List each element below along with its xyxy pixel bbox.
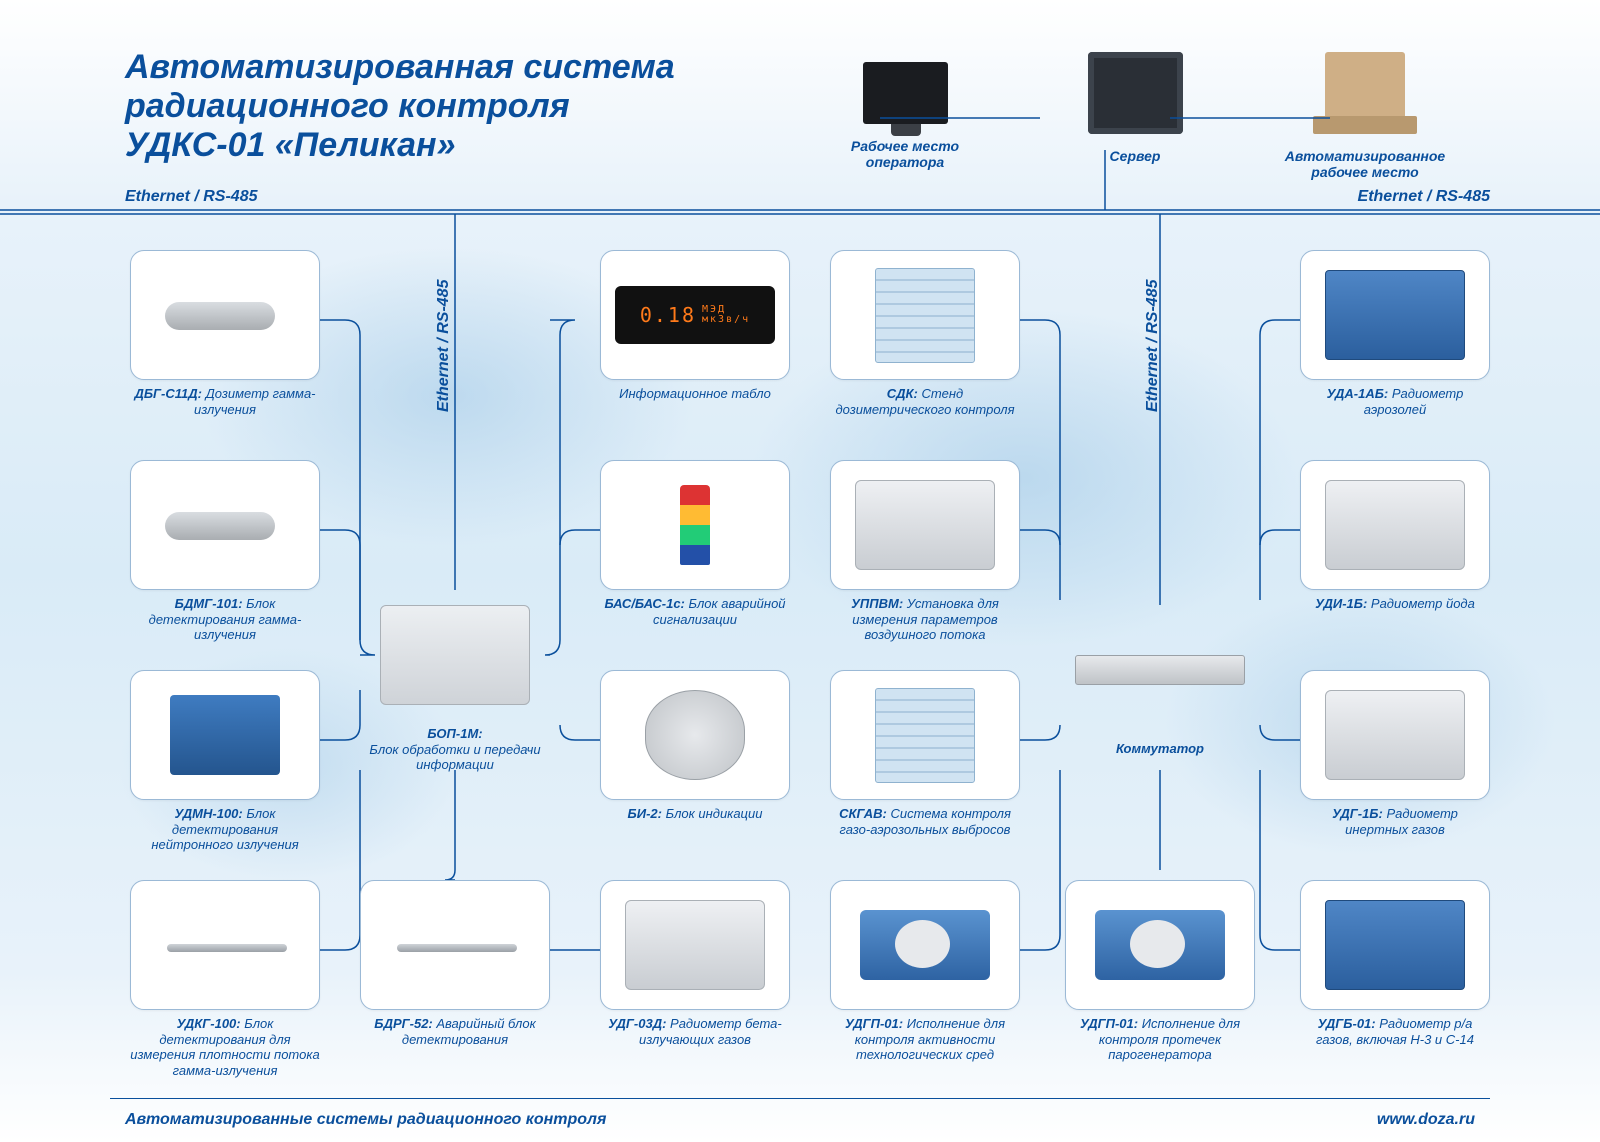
hub-bop-code: БОП-1М: bbox=[427, 726, 482, 741]
top-node-workstation: Рабочее местооператора bbox=[820, 52, 990, 170]
node-label: СКГАВ: Система контроля газо-аэрозольных… bbox=[830, 806, 1020, 837]
node-label: УДМН-100: Блок детектирования нейтронног… bbox=[130, 806, 320, 853]
top-node-server: Сервер bbox=[1050, 52, 1220, 164]
node-label: УППВМ: Установка для измерения параметро… bbox=[830, 596, 1020, 643]
title-line-3: УДКС-01 «Пеликан» bbox=[125, 126, 675, 165]
node-card bbox=[1065, 880, 1255, 1010]
bus-label-left: Ethernet / RS-485 bbox=[125, 188, 257, 206]
node-card bbox=[830, 880, 1020, 1010]
node-label: БДРГ-52: Аварийный блок детектирования bbox=[360, 1016, 550, 1047]
node-card bbox=[1300, 670, 1490, 800]
node-udgb: УДГБ-01: Радиометр р/а газов, включая H-… bbox=[1300, 880, 1490, 1047]
node-label: УДГП-01: Исполнение для контроля протече… bbox=[1065, 1016, 1255, 1063]
title-line-2: радиационного контроля bbox=[125, 87, 675, 126]
node-udgp2: УДГП-01: Исполнение для контроля протече… bbox=[1065, 880, 1255, 1063]
node-label: УДГ-03Д: Радиометр бета-излучающих газов bbox=[600, 1016, 790, 1047]
node-udkg: УДКГ-100: Блок детектирования для измере… bbox=[130, 880, 320, 1078]
node-label: УДГБ-01: Радиометр р/а газов, включая H-… bbox=[1300, 1016, 1490, 1047]
node-sdk: СДК: Стенд дозиметрического контроля bbox=[830, 250, 1020, 417]
node-bdmg: БДМГ-101: Блок детектирования гамма-излу… bbox=[130, 460, 320, 643]
bus-label-vswitch: Ethernet / RS-485 bbox=[1144, 280, 1162, 412]
node-card bbox=[360, 880, 550, 1010]
node-card bbox=[830, 670, 1020, 800]
page-title: Автоматизированная система радиационного… bbox=[125, 48, 675, 165]
node-label: УДКГ-100: Блок детектирования для измере… bbox=[130, 1016, 320, 1078]
hub-bop-desc: Блок обработки и передачи информации bbox=[369, 742, 540, 773]
node-label: ДБГ-С11Д: Дозиметр гамма-излучения bbox=[130, 386, 320, 417]
node-bi2: БИ-2: Блок индикации bbox=[600, 670, 790, 822]
node-label: Информационное табло bbox=[600, 386, 790, 402]
node-label: УДГ-1Б: Радиометр инертных газов bbox=[1300, 806, 1490, 837]
node-label: БДМГ-101: Блок детектирования гамма-излу… bbox=[130, 596, 320, 643]
node-card bbox=[130, 460, 320, 590]
node-label: УДИ-1Б: Радиометр йода bbox=[1300, 596, 1490, 612]
node-label: УДА-1АБ: Радиометр аэрозолей bbox=[1300, 386, 1490, 417]
node-uda: УДА-1АБ: Радиометр аэрозолей bbox=[1300, 250, 1490, 417]
bus-label-vbop: Ethernet / RS-485 bbox=[435, 280, 453, 412]
node-udg03: УДГ-03Д: Радиометр бета-излучающих газов bbox=[600, 880, 790, 1047]
node-card bbox=[600, 880, 790, 1010]
node-label: БАС/БАС-1с: Блок аварийной сигнализации bbox=[600, 596, 790, 627]
node-card bbox=[600, 460, 790, 590]
node-label: СДК: Стенд дозиметрического контроля bbox=[830, 386, 1020, 417]
footer-left: Автоматизированные системы радиационного… bbox=[125, 1111, 606, 1129]
node-udmn: УДМН-100: Блок детектирования нейтронног… bbox=[130, 670, 320, 853]
hub-bop: БОП-1М: Блок обработки и передачи информ… bbox=[360, 590, 550, 773]
footer: Автоматизированные системы радиационного… bbox=[0, 1098, 1600, 1142]
hub-switch-desc: Коммутатор bbox=[1116, 741, 1204, 756]
node-card bbox=[130, 670, 320, 800]
node-card bbox=[1300, 250, 1490, 380]
node-card bbox=[1300, 460, 1490, 590]
node-label: БИ-2: Блок индикации bbox=[600, 806, 790, 822]
node-bdrg: БДРГ-52: Аварийный блок детектирования bbox=[360, 880, 550, 1047]
node-bas: БАС/БАС-1с: Блок аварийной сигнализации bbox=[600, 460, 790, 627]
hub-switch: Коммутатор bbox=[1065, 605, 1255, 757]
node-card bbox=[130, 250, 320, 380]
node-tabl: 0.18МЭДмкЗв/ч Информационное табло bbox=[600, 250, 790, 402]
node-uppvm: УППВМ: Установка для измерения параметро… bbox=[830, 460, 1020, 643]
node-udi: УДИ-1Б: Радиометр йода bbox=[1300, 460, 1490, 612]
node-dbg: ДБГ-С11Д: Дозиметр гамма-излучения bbox=[130, 250, 320, 417]
node-card bbox=[830, 250, 1020, 380]
node-card bbox=[600, 670, 790, 800]
node-card bbox=[130, 880, 320, 1010]
node-card bbox=[1300, 880, 1490, 1010]
node-udg1b: УДГ-1Б: Радиометр инертных газов bbox=[1300, 670, 1490, 837]
bus-label-right: Ethernet / RS-485 bbox=[1358, 188, 1490, 206]
top-node-awp: Автоматизированноерабочее место bbox=[1280, 52, 1450, 180]
node-card: 0.18МЭДмкЗв/ч bbox=[600, 250, 790, 380]
title-line-1: Автоматизированная система bbox=[125, 48, 675, 87]
node-card bbox=[830, 460, 1020, 590]
footer-right: www.doza.ru bbox=[1377, 1111, 1475, 1129]
node-skgav: СКГАВ: Система контроля газо-аэрозольных… bbox=[830, 670, 1020, 837]
node-label: УДГП-01: Исполнение для контроля активно… bbox=[830, 1016, 1020, 1063]
node-udgp1: УДГП-01: Исполнение для контроля активно… bbox=[830, 880, 1020, 1063]
